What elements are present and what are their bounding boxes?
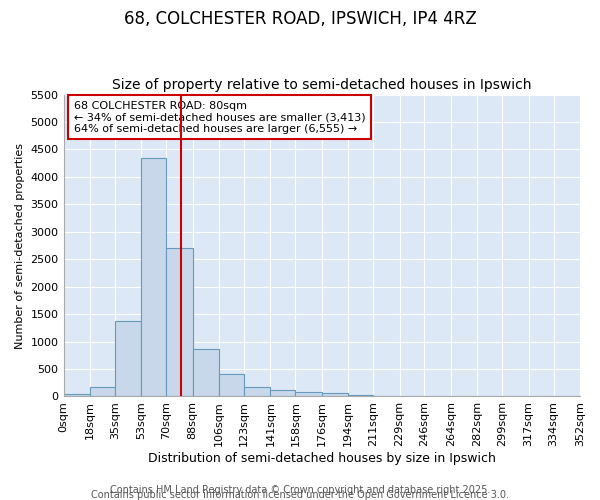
Bar (322, 394, 348, 396)
Bar (166, 248, 193, 396)
Bar (271, 390, 295, 396)
Text: 68 COLCHESTER ROAD: 80sqm
← 34% of semi-detached houses are smaller (3,413)
64% : 68 COLCHESTER ROAD: 80sqm ← 34% of semi-… (74, 100, 365, 134)
Bar (64, 394, 90, 396)
Bar (193, 348, 219, 397)
Title: Size of property relative to semi-detached houses in Ipswich: Size of property relative to semi-detach… (112, 78, 532, 92)
Bar (142, 158, 166, 396)
Bar (348, 395, 373, 396)
X-axis label: Distribution of semi-detached houses by size in Ipswich: Distribution of semi-detached houses by … (148, 452, 496, 465)
Bar (295, 392, 322, 396)
Bar (219, 374, 244, 396)
Text: 68, COLCHESTER ROAD, IPSWICH, IP4 4RZ: 68, COLCHESTER ROAD, IPSWICH, IP4 4RZ (124, 10, 476, 28)
Text: Contains HM Land Registry data © Crown copyright and database right 2025.: Contains HM Land Registry data © Crown c… (110, 485, 490, 495)
Bar (115, 320, 142, 396)
Y-axis label: Number of semi-detached properties: Number of semi-detached properties (15, 142, 25, 348)
Bar (90, 387, 115, 396)
Bar (244, 388, 271, 396)
Text: Contains public sector information licensed under the Open Government Licence 3.: Contains public sector information licen… (91, 490, 509, 500)
